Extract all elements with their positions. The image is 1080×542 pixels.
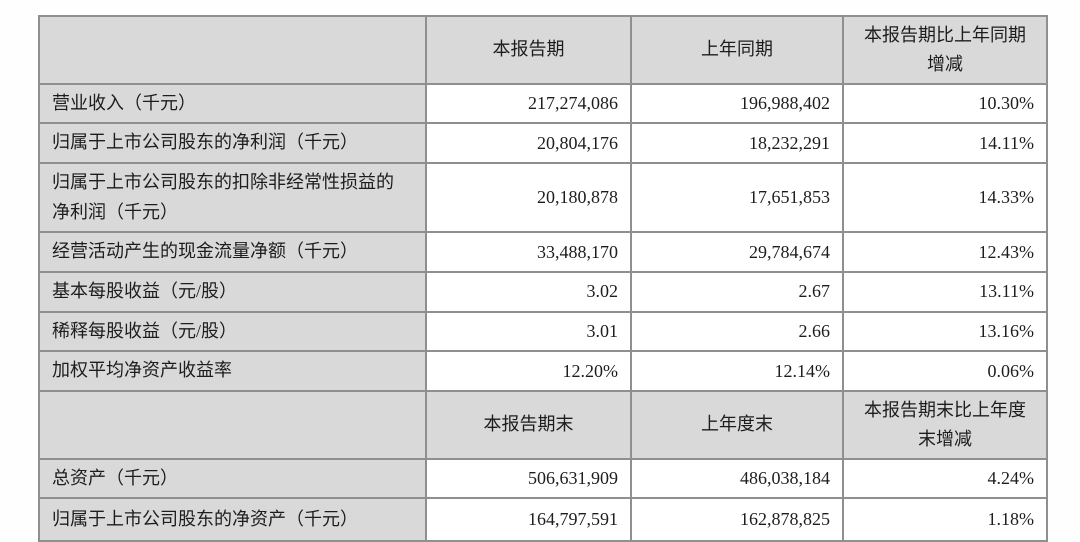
value-change: 12.43% [842,231,1048,274]
row-label: 经营活动产生的现金流量净额（千元） [38,231,427,274]
table-row-basic-eps: 基本每股收益（元/股） 3.02 2.67 13.11% [38,271,1048,313]
row-label: 稀释每股收益（元/股） [38,310,427,353]
value-current: 164,797,591 [425,497,632,542]
row-label: 加权平均净资产收益率 [38,350,427,393]
value-change: 0.06% [842,350,1048,393]
row-label: 归属于上市公司股东的净利润（千元） [38,122,427,164]
value-current: 3.02 [425,271,632,313]
header-period-change: 本报告期比上年同期增减 [842,15,1048,85]
value-prior: 162,878,825 [630,497,844,542]
financial-summary-table: 本报告期 上年同期 本报告期比上年同期增减 营业收入（千元） 217,274,0… [38,15,1048,542]
table-row-diluted-eps: 稀释每股收益（元/股） 3.01 2.66 13.16% [38,310,1048,353]
value-prior: 196,988,402 [630,82,844,125]
value-change: 13.16% [842,310,1048,353]
row-label: 基本每股收益（元/股） [38,271,427,313]
header-current-period: 本报告期 [425,15,632,85]
row-label: 总资产（千元） [38,457,427,500]
header-current-period-end: 本报告期末 [425,390,632,460]
value-prior: 29,784,674 [630,231,844,274]
row-label: 归属于上市公司股东的净资产（千元） [38,497,427,542]
value-prior: 18,232,291 [630,122,844,164]
corner-cell [38,15,427,85]
value-current: 33,488,170 [425,231,632,274]
header-prior-period: 上年同期 [630,15,844,85]
table-row-net-profit-excl-nonrecurring: 归属于上市公司股东的扣除非经常性损益的净利润（千元） 20,180,878 17… [38,161,1048,234]
value-change: 1.18% [842,497,1048,542]
table-row-operating-cash-flow: 经营活动产生的现金流量净额（千元） 33,488,170 29,784,674 … [38,231,1048,274]
table-row-weighted-avg-roe: 加权平均净资产收益率 12.20% 12.14% 0.06% [38,350,1048,393]
value-current: 506,631,909 [425,457,632,500]
value-prior: 486,038,184 [630,457,844,500]
table-row-net-profit: 归属于上市公司股东的净利润（千元） 20,804,176 18,232,291 … [38,122,1048,164]
header-prior-year-end: 上年度末 [630,390,844,460]
value-change: 14.11% [842,122,1048,164]
value-prior: 17,651,853 [630,161,844,234]
header-period-end-change: 本报告期末比上年度末增减 [842,390,1048,460]
value-prior: 2.67 [630,271,844,313]
value-current: 20,804,176 [425,122,632,164]
row-label: 归属于上市公司股东的扣除非经常性损益的净利润（千元） [38,161,427,234]
corner-cell-2 [38,390,427,460]
header-row-period-end: 本报告期末 上年度末 本报告期末比上年度末增减 [38,390,1048,460]
table-row-total-assets: 总资产（千元） 506,631,909 486,038,184 4.24% [38,457,1048,500]
value-change: 10.30% [842,82,1048,125]
value-current: 20,180,878 [425,161,632,234]
value-change: 14.33% [842,161,1048,234]
value-change: 13.11% [842,271,1048,313]
row-label: 营业收入（千元） [38,82,427,125]
value-change: 4.24% [842,457,1048,500]
value-prior: 12.14% [630,350,844,393]
value-prior: 2.66 [630,310,844,353]
value-current: 3.01 [425,310,632,353]
table-row-net-assets: 归属于上市公司股东的净资产（千元） 164,797,591 162,878,82… [38,497,1048,542]
table-row-revenue: 营业收入（千元） 217,274,086 196,988,402 10.30% [38,82,1048,125]
value-current: 12.20% [425,350,632,393]
value-current: 217,274,086 [425,82,632,125]
header-row-period: 本报告期 上年同期 本报告期比上年同期增减 [38,15,1048,85]
